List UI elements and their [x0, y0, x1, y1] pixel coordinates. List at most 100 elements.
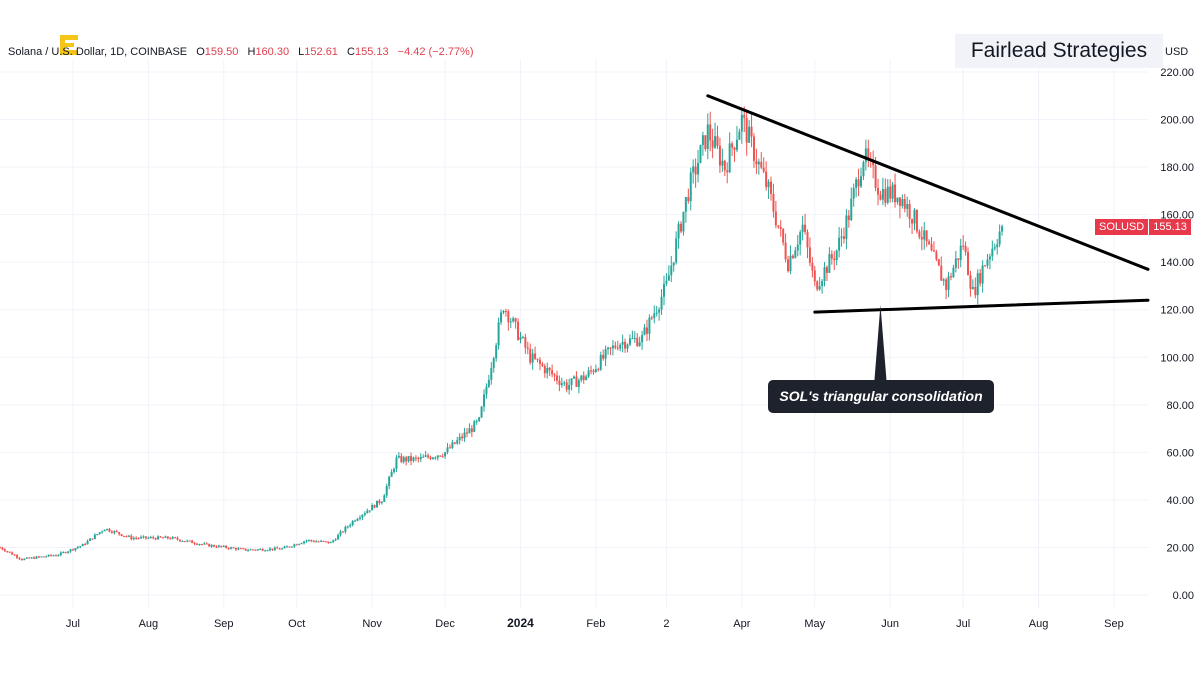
- candle-body: [157, 536, 160, 540]
- candle-body: [125, 536, 128, 538]
- candle-body: [967, 251, 970, 276]
- candle-body: [456, 440, 459, 444]
- candle-body: [393, 468, 396, 472]
- candle-body: [507, 311, 510, 323]
- candle-body: [436, 455, 439, 458]
- candle-body: [271, 548, 274, 550]
- candle-body: [458, 436, 461, 441]
- candle-body: [689, 172, 692, 202]
- candle-body: [740, 114, 743, 132]
- candle-body: [920, 237, 923, 240]
- high-value: 160.30: [255, 46, 290, 58]
- candle-body: [529, 348, 532, 363]
- candle-body: [650, 317, 653, 319]
- candle-body: [986, 259, 989, 266]
- candle-body: [264, 550, 267, 552]
- candle-body: [1001, 226, 1004, 232]
- candle-body: [675, 238, 678, 263]
- candle-body: [448, 447, 451, 449]
- ohlc-header: Solana / U.S. Dollar, 1D, COINBASE O159.…: [8, 46, 480, 58]
- candle-body: [959, 245, 962, 260]
- candle-body: [655, 312, 658, 314]
- candle-body: [962, 245, 965, 247]
- candle-body: [268, 548, 271, 551]
- candle-body: [952, 267, 955, 278]
- candle-body: [996, 244, 999, 248]
- candle-body: [808, 247, 811, 263]
- candle-body: [37, 556, 40, 558]
- candle-body: [198, 544, 201, 546]
- candle-body: [536, 358, 539, 360]
- candle-body: [42, 556, 45, 558]
- candle-body: [123, 535, 126, 537]
- candle-body: [261, 548, 264, 551]
- candle-body: [495, 345, 498, 359]
- y-tick-label: 60.00: [1166, 447, 1194, 459]
- candle-body: [509, 321, 512, 323]
- candle-body: [621, 341, 624, 345]
- candle-body: [942, 279, 945, 281]
- candle-body: [480, 406, 483, 418]
- candle-body: [144, 536, 147, 539]
- candle-body: [823, 267, 826, 282]
- candle-body: [81, 543, 84, 547]
- candle-body: [626, 344, 629, 349]
- candle-body: [894, 184, 897, 203]
- candle-body: [23, 558, 26, 561]
- candle-body: [385, 486, 388, 496]
- candle-body: [161, 537, 164, 539]
- x-tick-label: May: [804, 618, 825, 630]
- candle-body: [373, 505, 376, 508]
- x-tick-label: Apr: [733, 618, 750, 630]
- candle-body: [604, 349, 607, 359]
- candle-body: [441, 456, 444, 458]
- candle-body: [801, 224, 804, 233]
- candle-body: [407, 456, 410, 462]
- candle-body: [3, 549, 6, 552]
- candle-body: [813, 270, 816, 282]
- candle-body: [242, 548, 245, 550]
- candle-body: [638, 342, 641, 346]
- candle-body: [492, 358, 495, 368]
- candle-body: [57, 555, 60, 557]
- candle-body: [828, 254, 831, 273]
- candle-body: [677, 223, 680, 239]
- candle-body: [816, 281, 819, 290]
- candle-body: [937, 259, 940, 266]
- candle-body: [118, 532, 121, 535]
- candle-body: [774, 211, 777, 226]
- candle-body: [417, 457, 420, 460]
- candle-body: [217, 545, 220, 548]
- candle-body: [356, 518, 359, 521]
- candle-body: [278, 548, 281, 550]
- candle-body: [743, 114, 746, 118]
- candle-body: [847, 215, 850, 221]
- candle-body: [307, 540, 310, 542]
- candle-body: [573, 376, 575, 379]
- candle-body: [504, 311, 507, 313]
- candle-body: [196, 543, 199, 545]
- candle-body: [422, 456, 425, 458]
- candle-body: [748, 126, 751, 143]
- resistance-trendline: [706, 94, 1150, 271]
- candle-body: [283, 546, 286, 549]
- candle-body: [923, 230, 926, 240]
- x-tick-label: Jul: [66, 618, 80, 630]
- y-tick-label: 160.00: [1160, 210, 1194, 222]
- candle-body: [971, 287, 974, 289]
- candle-body: [772, 193, 775, 212]
- candle-body: [607, 347, 610, 350]
- candle-body: [777, 225, 780, 227]
- candle-body: [879, 194, 882, 200]
- open-label: O: [196, 46, 205, 58]
- candle-body: [497, 322, 500, 346]
- candle-body: [755, 160, 758, 165]
- candle-body: [431, 457, 434, 459]
- badge-price: 155.13: [1149, 219, 1191, 235]
- x-tick-label: Aug: [1029, 618, 1049, 630]
- candles: [0, 106, 1004, 561]
- candle-body: [665, 280, 668, 284]
- candle-body: [838, 237, 841, 251]
- candle-body: [667, 275, 670, 281]
- candle-body: [339, 531, 342, 535]
